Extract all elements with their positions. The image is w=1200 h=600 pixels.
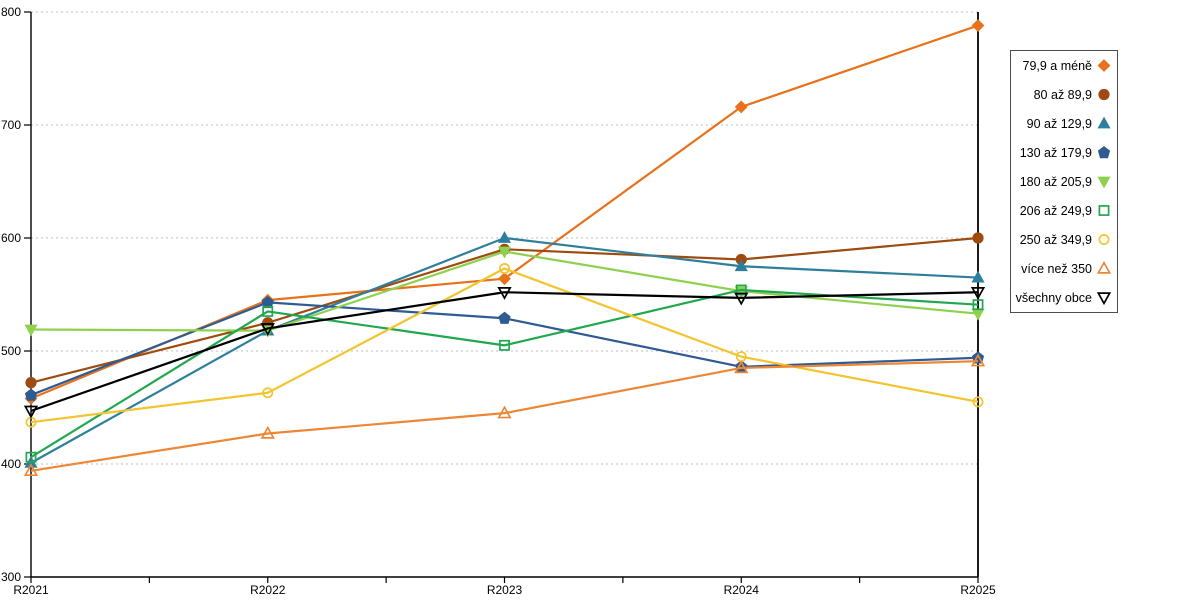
- data-point-R2022[interactable]: [262, 387, 274, 399]
- x-axis-label: R2024: [724, 583, 760, 597]
- legend-marker-glyph[interactable]: [1097, 116, 1111, 129]
- data-point-R2025[interactable]: [971, 19, 985, 32]
- data-point-R2022[interactable]: [260, 425, 275, 439]
- data-point-R2021[interactable]: [23, 463, 39, 477]
- legend-marker-glyph[interactable]: [1097, 176, 1111, 189]
- data-point-R2021[interactable]: [24, 324, 38, 337]
- data-point-R2023[interactable]: [497, 246, 512, 259]
- triangle-down-marker-icon: [1096, 292, 1112, 305]
- legend-item-3[interactable]: 90 až 129,9: [1011, 110, 1117, 138]
- legend-marker-glyph[interactable]: [1098, 205, 1110, 216]
- legend-label: 130 až 179,9: [1019, 145, 1092, 160]
- legend-label: 180 až 205,9: [1019, 174, 1092, 189]
- legend-item-5[interactable]: 180 až 205,9: [1011, 168, 1117, 196]
- legend: 79,9 a méně 80 až 89,9 90 až 129,9 130 až 1…: [1010, 50, 1118, 313]
- data-point-R2021[interactable]: [25, 451, 37, 463]
- data-point-R2025[interactable]: [972, 299, 984, 311]
- legend-label: 90 až 129,9: [1026, 116, 1092, 131]
- triangle-up-marker-icon: [1097, 116, 1111, 129]
- series-line-9[interactable]: [30, 291, 979, 412]
- legend-item-2[interactable]: 80 až 89,9: [1011, 81, 1117, 109]
- legend-label: 206 až 249,9: [1019, 203, 1092, 218]
- legend-label: více než 350: [1021, 261, 1092, 276]
- legend-label: všechny obce: [1015, 290, 1092, 305]
- circle-marker-icon: [1098, 234, 1110, 245]
- data-point-R2024[interactable]: [734, 292, 749, 306]
- series-6[interactable]: [25, 284, 984, 463]
- y-axis-label: 500: [1, 344, 21, 358]
- x-axis-label: R2025: [960, 583, 996, 597]
- data-point-R2021[interactable]: [24, 388, 38, 401]
- data-point-R2023[interactable]: [497, 405, 512, 419]
- data-point-R2025[interactable]: [970, 353, 986, 367]
- y-axis-label: 300: [1, 570, 21, 584]
- x-axis-label: R2021: [13, 583, 49, 597]
- series-line-8[interactable]: [30, 360, 979, 472]
- data-point-R2023[interactable]: [498, 311, 511, 324]
- series-line-1[interactable]: [30, 24, 979, 400]
- data-point-R2025[interactable]: [970, 286, 986, 300]
- data-point-R2023[interactable]: [499, 263, 510, 274]
- legend-item-6[interactable]: 206 až 249,9: [1011, 197, 1117, 225]
- pentagon-marker-icon: [1097, 145, 1111, 159]
- data-point-R2022[interactable]: [260, 323, 275, 337]
- legend-label: 79,9 a méně: [1022, 58, 1093, 73]
- legend-item-7[interactable]: 250 až 349,9: [1011, 226, 1117, 254]
- series-line-6[interactable]: [30, 288, 979, 459]
- diamond-marker-icon: [1097, 59, 1111, 72]
- data-point-R2025[interactable]: [972, 396, 984, 408]
- y-axis-label: 600: [1, 231, 21, 245]
- y-axis-label: 800: [1, 5, 21, 19]
- circle-marker-icon: [1098, 88, 1110, 101]
- data-point-R2024[interactable]: [734, 259, 748, 272]
- data-point-R2025[interactable]: [972, 232, 984, 244]
- triangle-up-marker-icon: [1096, 261, 1112, 274]
- x-axis-label: R2022: [250, 583, 286, 597]
- data-point-R2021[interactable]: [23, 405, 39, 419]
- series-1[interactable]: [24, 19, 985, 405]
- legend-marker-glyph[interactable]: [1098, 234, 1110, 245]
- square-marker-icon: [1098, 205, 1110, 216]
- data-point-R2023[interactable]: [497, 231, 512, 243]
- series-9[interactable]: [23, 286, 986, 419]
- legend-item-4[interactable]: 130 až 179,9: [1011, 139, 1117, 167]
- legend-marker-glyph[interactable]: [1097, 145, 1111, 159]
- series-3[interactable]: [24, 231, 985, 468]
- legend-marker-glyph[interactable]: [1098, 88, 1110, 101]
- x-axis-label: R2023: [487, 583, 523, 597]
- legend-item-1[interactable]: 79,9 a méně: [1011, 52, 1117, 80]
- series-7[interactable]: [25, 263, 984, 428]
- legend-marker-glyph[interactable]: [1097, 59, 1111, 72]
- data-point-R2021[interactable]: [25, 377, 37, 389]
- legend-label: 250 až 349,9: [1019, 232, 1092, 247]
- data-point-R2023[interactable]: [499, 339, 510, 351]
- series-8[interactable]: [23, 353, 986, 477]
- data-point-R2024[interactable]: [734, 360, 749, 374]
- data-point-R2024[interactable]: [734, 100, 748, 114]
- legend-item-9[interactable]: všechny obce: [1011, 284, 1117, 312]
- triangle-down-marker-icon: [1097, 176, 1111, 189]
- y-axis-label: 400: [1, 457, 21, 471]
- data-point-R2024[interactable]: [735, 284, 747, 296]
- data-point-R2023[interactable]: [497, 286, 512, 300]
- legend-item-8[interactable]: více než 350: [1011, 255, 1117, 283]
- legend-marker-glyph[interactable]: [1096, 292, 1112, 305]
- y-axis-label: 700: [1, 118, 21, 132]
- legend-marker-glyph[interactable]: [1096, 261, 1112, 274]
- data-point-R2023[interactable]: [498, 272, 511, 286]
- data-point-R2025[interactable]: [971, 308, 985, 321]
- series-line-7[interactable]: [30, 267, 979, 424]
- data-point-R2025[interactable]: [971, 270, 985, 283]
- data-point-R2022[interactable]: [262, 306, 274, 317]
- legend-label: 80 až 89,9: [1033, 87, 1092, 102]
